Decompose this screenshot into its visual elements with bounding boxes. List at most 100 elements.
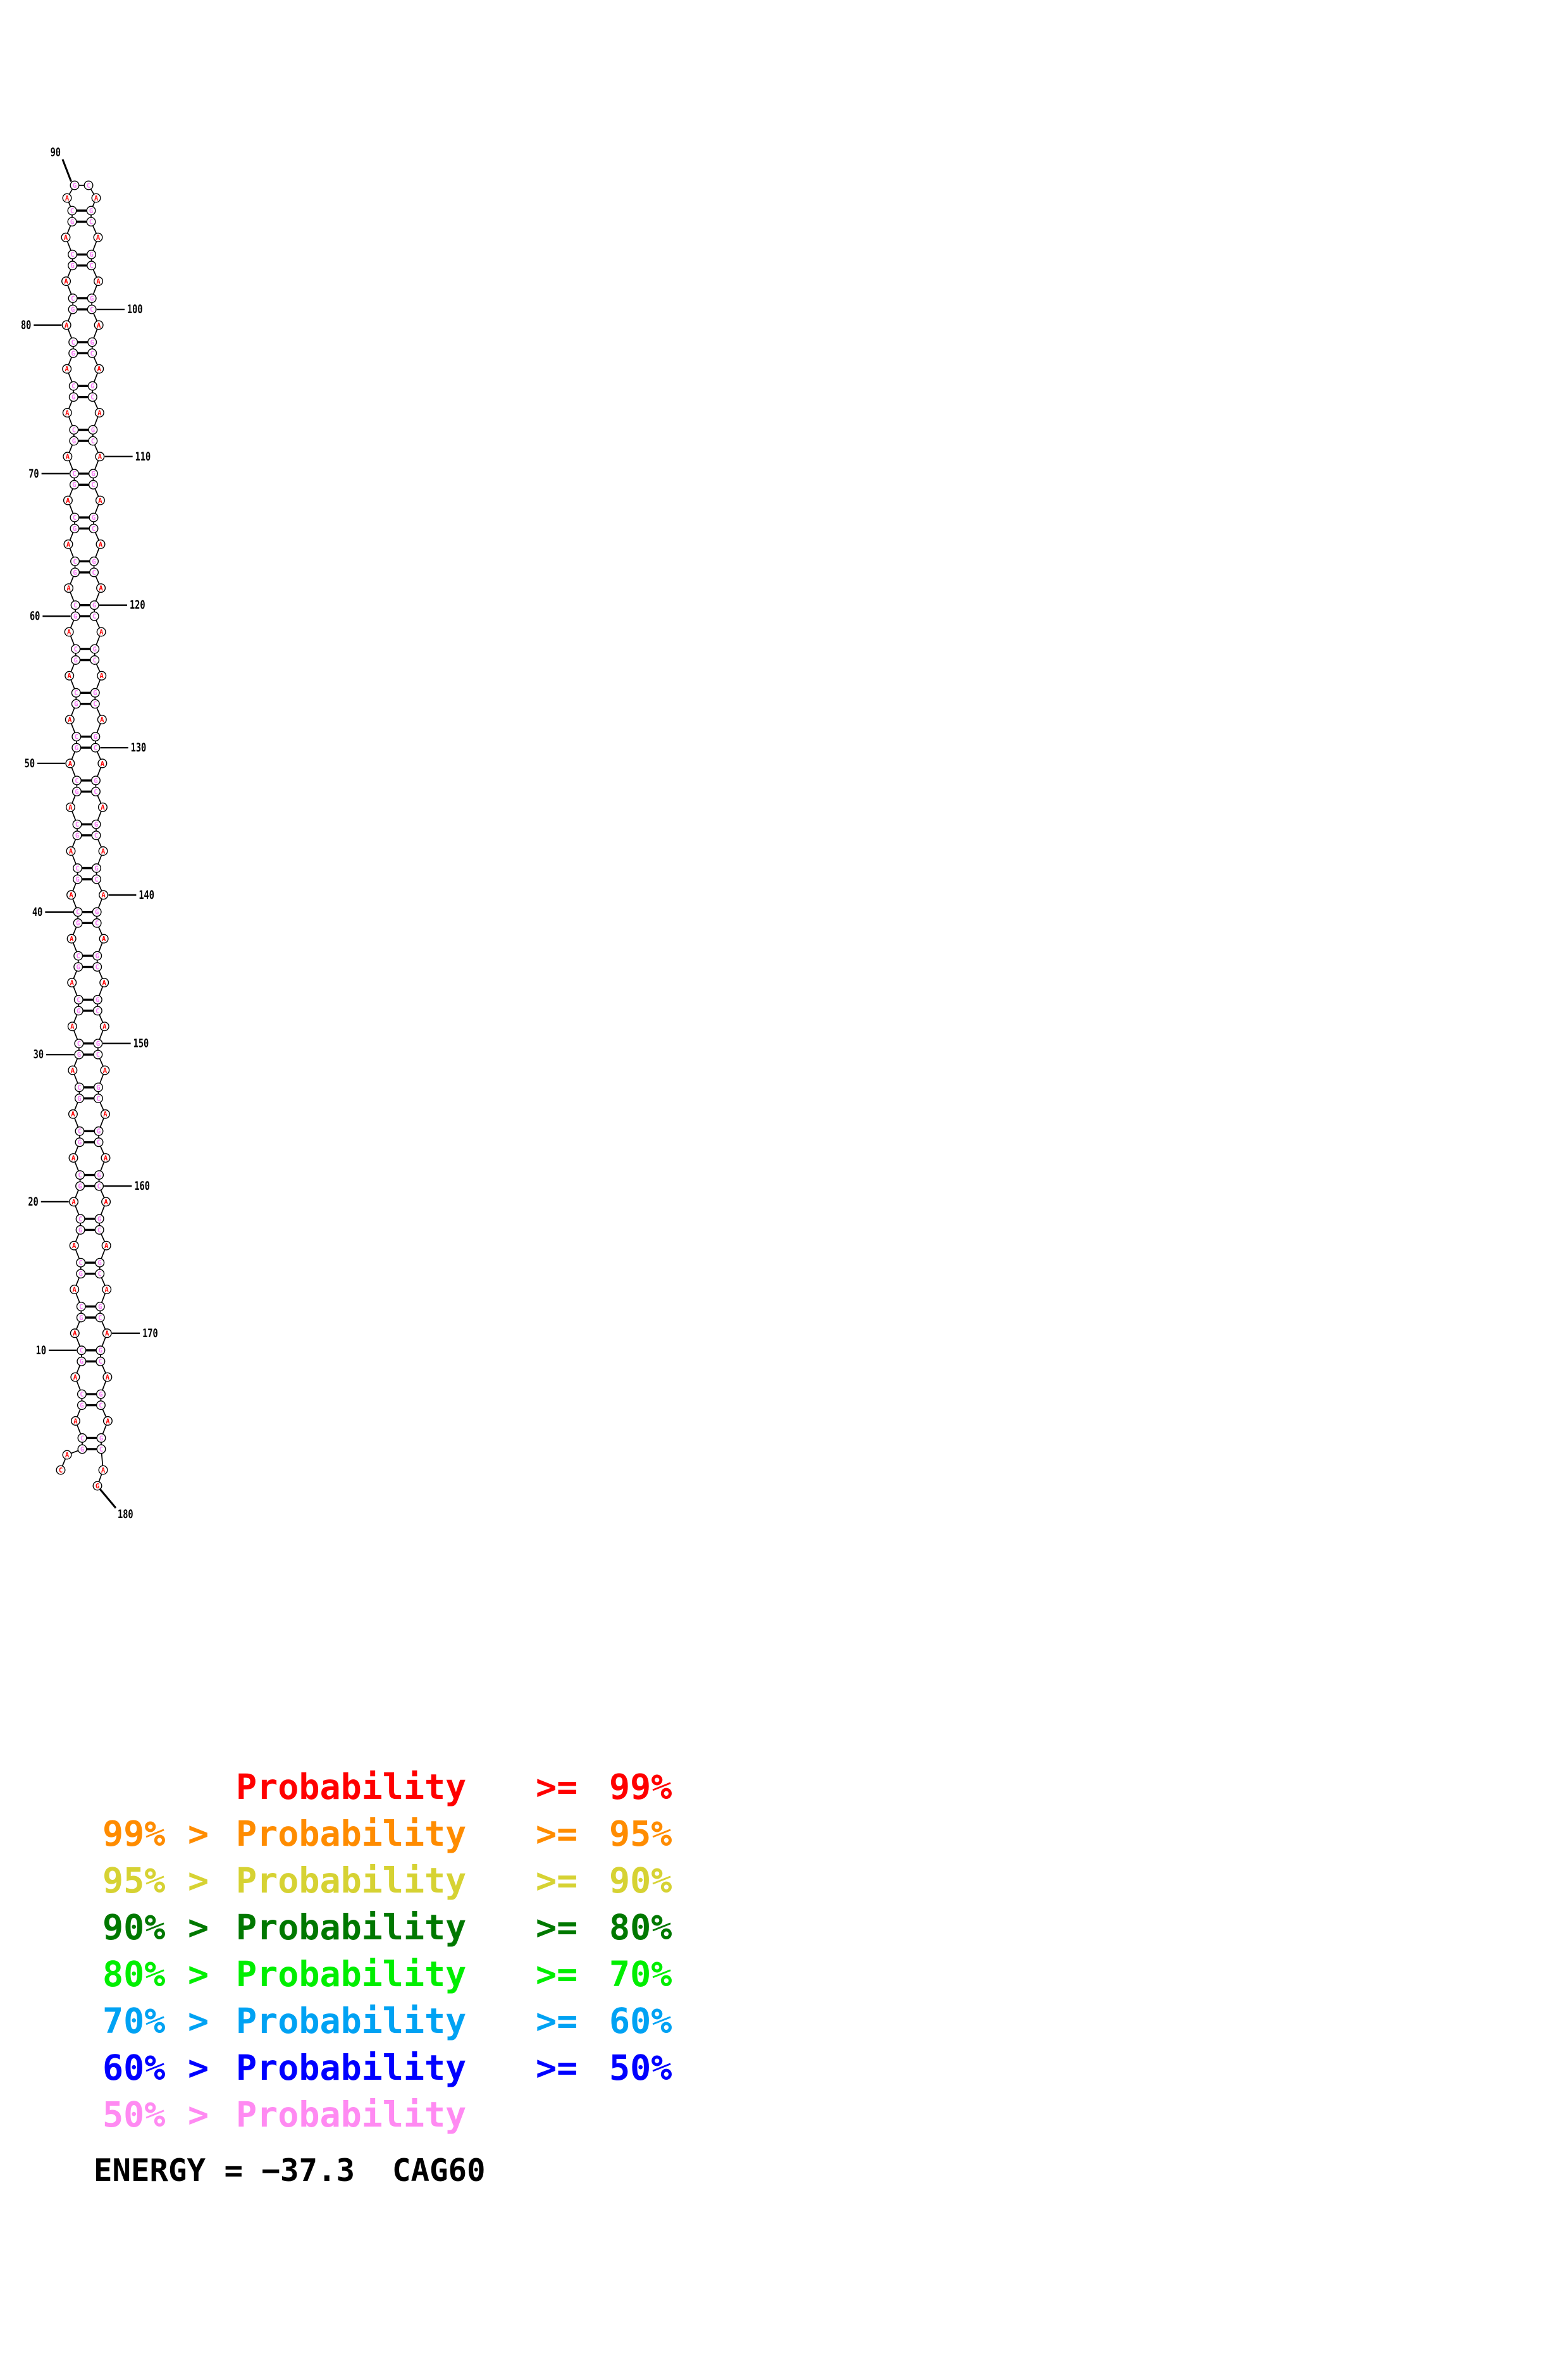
base-letter: C: [92, 613, 96, 621]
base-letter: G: [74, 701, 78, 708]
rna-structure-diagram: CAGCAGCAGCAGCAGCAGCAGCAGCAGCAGCAGCAGCAGC…: [21, 145, 158, 1521]
base-circle: [95, 495, 105, 505]
base-circle: [73, 907, 83, 917]
base-circle: [69, 469, 79, 479]
base-letter: C: [98, 1271, 102, 1278]
base-circle: [89, 524, 99, 534]
base-circle: [97, 670, 107, 681]
base-circle: [94, 1137, 104, 1147]
base-circle: [77, 1400, 87, 1411]
base-circle: [95, 1301, 105, 1311]
base-circle: [67, 206, 77, 216]
base-circle: [96, 1400, 106, 1411]
base-letter: C: [70, 251, 74, 259]
base-circle: [66, 846, 76, 856]
base-letter: A: [101, 892, 106, 899]
base-letter: C: [73, 602, 77, 610]
base-circle: [72, 819, 82, 829]
base-letter: G: [89, 207, 93, 215]
position-label: 80: [21, 318, 31, 332]
base-circles: [56, 180, 113, 1491]
base-letter: G: [98, 1303, 102, 1311]
base-circle: [94, 1126, 104, 1136]
base-letter: G: [80, 1446, 84, 1454]
base-circle: [96, 1389, 106, 1399]
base-letter: C: [93, 657, 97, 664]
base-letter: G: [77, 1095, 81, 1103]
base-circle: [90, 732, 101, 742]
base-letter: A: [68, 717, 72, 724]
base-circle: [68, 293, 78, 304]
base-letter: C: [74, 646, 78, 653]
base-letter: C: [77, 1041, 81, 1048]
base-letter: A: [64, 278, 68, 286]
base-letter: A: [97, 366, 102, 373]
base-circle: [66, 934, 77, 944]
base-letter: A: [68, 804, 73, 812]
base-letter: G: [73, 613, 77, 621]
base-letter: A: [65, 195, 70, 202]
base-circle: [95, 1313, 105, 1323]
base-letter: G: [75, 832, 79, 840]
base-circle: [68, 261, 78, 271]
base-circle: [89, 611, 99, 621]
base-letter: A: [69, 892, 73, 899]
base-letter: A: [104, 1242, 109, 1250]
base-circle: [75, 1181, 85, 1191]
base-letter: C: [98, 1314, 102, 1322]
base-circle: [75, 1214, 85, 1224]
base-letter: A: [66, 541, 71, 548]
base-letter: C: [73, 558, 77, 565]
base-circle: [86, 217, 96, 227]
base-letter: G: [73, 182, 77, 190]
base-circle: [69, 1197, 79, 1207]
base-circle: [70, 600, 80, 610]
position-label: 10: [36, 1344, 46, 1357]
base-letter: C: [78, 1216, 82, 1223]
base-circle: [101, 1240, 111, 1251]
base-letter: A: [103, 1067, 108, 1075]
base-letter: C: [90, 350, 94, 357]
base-circle: [86, 206, 96, 216]
base-letter: A: [100, 672, 104, 680]
base-circle: [68, 381, 78, 391]
base-letter: G: [76, 920, 80, 927]
base-circle: [70, 567, 80, 578]
base-circle: [90, 644, 100, 654]
base-letter: C: [95, 920, 99, 927]
base-circle: [67, 977, 77, 987]
base-circle: [91, 831, 101, 841]
base-letters: CAGCAGCAGCAGCAGCAGCAGCAGCAGCAGCAGCAGCAGC…: [59, 182, 110, 1490]
base-letter: G: [96, 1483, 99, 1490]
base-letter: C: [99, 1358, 102, 1366]
base-circle: [68, 304, 78, 314]
base-circle: [61, 276, 71, 287]
base-letter: C: [94, 788, 97, 796]
base-letter: G: [91, 426, 95, 434]
base-letter: A: [96, 278, 101, 286]
position-label: 20: [28, 1195, 38, 1209]
base-circle: [65, 802, 75, 812]
base-letter: A: [100, 717, 104, 724]
base-letter: A: [73, 1374, 78, 1381]
base-letter: G: [90, 295, 94, 303]
base-circle: [92, 1481, 102, 1491]
base-circle: [73, 863, 83, 873]
base-letter: A: [68, 672, 72, 680]
base-circle: [94, 1225, 104, 1235]
base-circle: [67, 1022, 77, 1032]
position-labels: 10 20 30 40 50 60 70 80 90 100 110 120 130 140 150 160 1…: [21, 145, 158, 1521]
base-letter: A: [101, 1467, 106, 1474]
base-letter: A: [97, 409, 102, 417]
base-circle: [95, 452, 105, 462]
base-letter: C: [94, 876, 98, 884]
base-circle: [65, 758, 75, 769]
position-label: 100: [127, 302, 143, 316]
base-letter: G: [80, 1358, 83, 1366]
base-circle: [88, 436, 98, 446]
base-letter: A: [104, 1199, 108, 1206]
base-circle: [92, 863, 102, 873]
base-letter: A: [68, 760, 73, 768]
label-leader-line: [99, 1488, 117, 1509]
base-circle: [87, 392, 97, 402]
